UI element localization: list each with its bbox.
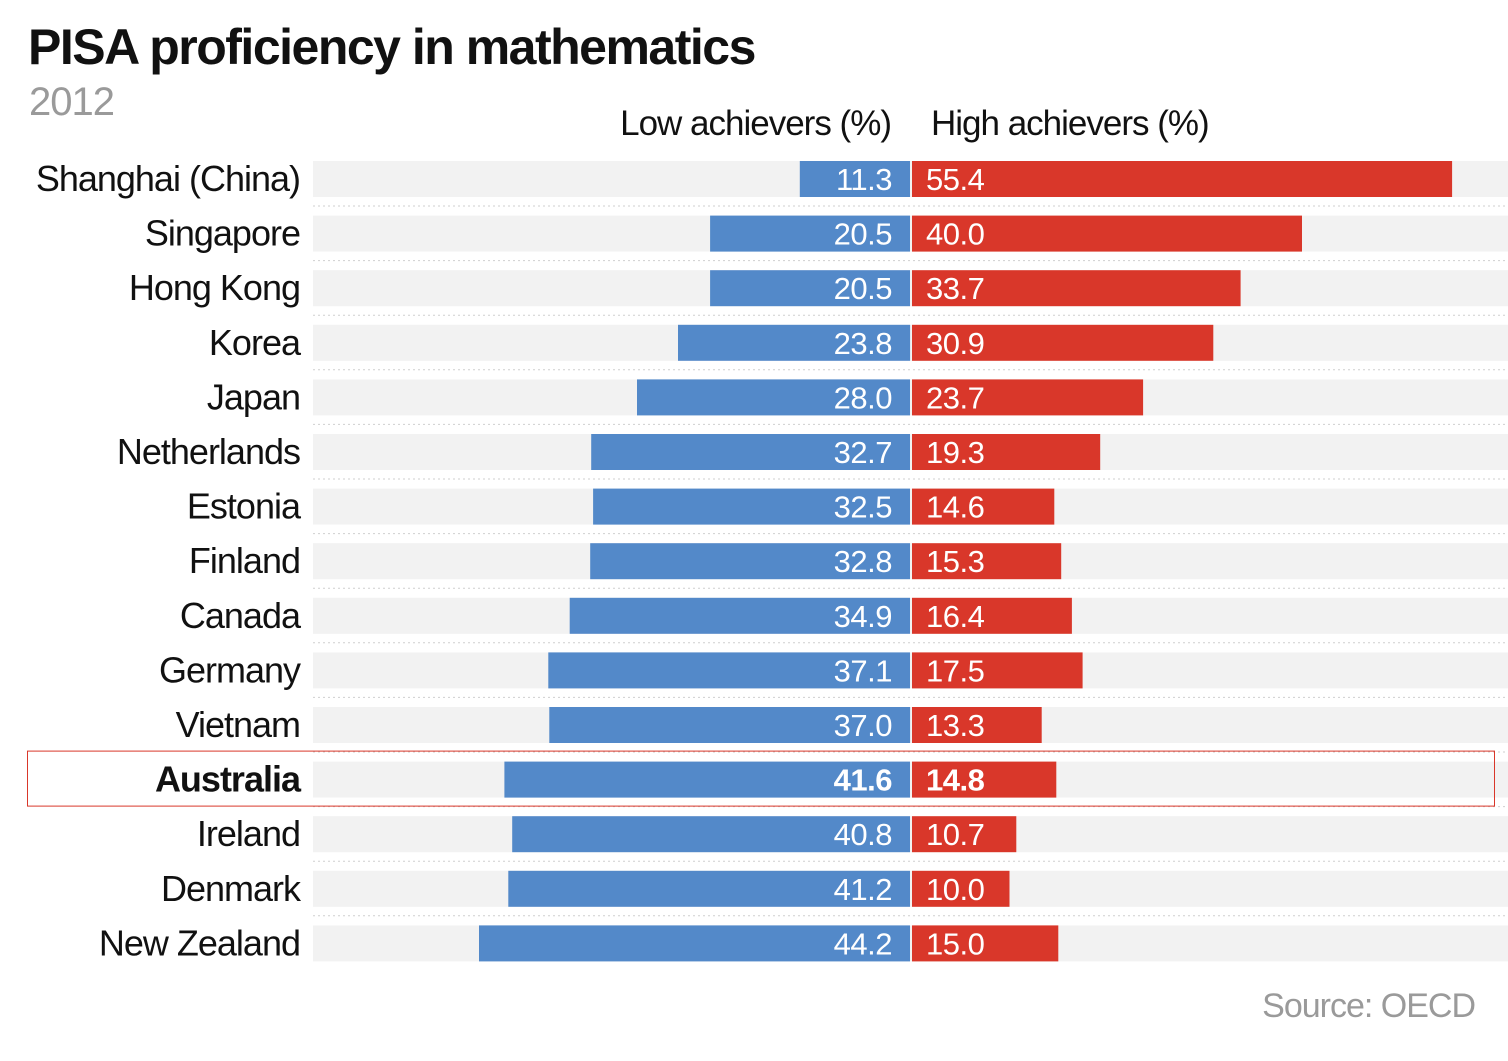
row-track-canada — [313, 597, 1508, 634]
low-bar-finland — [590, 543, 910, 580]
high-value-label: 40.0 — [926, 217, 985, 252]
high-bar-vietnam — [912, 707, 1042, 743]
row-track-denmark — [313, 870, 1508, 907]
low-value-label: 37.1 — [834, 653, 892, 688]
low-value-label: 40.8 — [834, 817, 892, 852]
high-bar-ireland — [912, 816, 1017, 853]
high-bar-shanghai-china — [912, 161, 1453, 197]
high-bar-new-zealand — [912, 925, 1059, 962]
country-label: Germany — [159, 649, 301, 690]
high-value-label: 23.7 — [926, 380, 984, 415]
country-label: Shanghai (China) — [36, 158, 300, 199]
low-value-label: 20.5 — [834, 217, 892, 252]
high-bar-japan — [912, 379, 1144, 416]
high-value-label: 16.4 — [926, 599, 985, 634]
high-bar-netherlands — [912, 434, 1101, 470]
high-value-label: 15.3 — [926, 544, 984, 579]
low-value-label: 23.8 — [834, 326, 892, 361]
low-value-label: 28.0 — [834, 380, 893, 415]
low-value-label: 32.7 — [834, 435, 892, 470]
low-bar-australia — [504, 761, 910, 798]
chart-title: PISA proficiency in mathematics — [28, 19, 756, 75]
low-bar-canada — [569, 597, 910, 634]
high-bar-finland — [912, 543, 1062, 580]
high-bar-denmark — [912, 870, 1010, 907]
high-value-label: 14.6 — [926, 490, 984, 525]
high-value-label: 19.3 — [926, 435, 984, 470]
country-label: Singapore — [145, 213, 300, 254]
row-track-finland — [313, 543, 1508, 580]
row-track-netherlands — [313, 434, 1508, 470]
high-bar-korea — [912, 324, 1214, 361]
country-label: Australia — [155, 759, 302, 800]
high-value-label: 10.7 — [926, 817, 984, 852]
high-value-label: 55.4 — [926, 162, 985, 197]
high-value-label: 17.5 — [926, 653, 984, 688]
low-bar-korea — [678, 324, 911, 361]
high-value-label: 10.0 — [926, 872, 985, 907]
source-note: Source: OECD — [1262, 987, 1476, 1025]
high-value-label: 13.3 — [926, 708, 984, 743]
low-bar-netherlands — [591, 434, 910, 470]
low-value-label: 37.0 — [834, 708, 893, 743]
low-value-label: 41.6 — [834, 763, 893, 798]
high-value-label: 30.9 — [926, 326, 984, 361]
row-track-hong-kong — [313, 270, 1508, 307]
country-label: New Zealand — [99, 922, 300, 963]
row-track-germany — [313, 652, 1508, 689]
high-value-label: 14.8 — [926, 763, 985, 798]
country-label: Vietnam — [176, 704, 300, 745]
low-bar-vietnam — [549, 707, 911, 743]
low-value-label: 41.2 — [834, 872, 892, 907]
low-bar-hong-kong — [710, 270, 910, 307]
high-achievers-header: High achievers (%) — [931, 104, 1210, 143]
low-achievers-header: Low achievers (%) — [620, 104, 892, 143]
high-bar-australia — [912, 761, 1057, 798]
row-track-japan — [313, 379, 1508, 416]
low-bar-japan — [637, 379, 910, 416]
highlight-box — [27, 750, 1495, 807]
low-bar-ireland — [512, 816, 910, 853]
low-value-label: 20.5 — [834, 271, 892, 306]
high-value-label: 33.7 — [926, 271, 984, 306]
low-bar-shanghai-china — [799, 161, 910, 197]
high-bar-estonia — [912, 488, 1055, 525]
country-label: Hong Kong — [129, 267, 300, 308]
low-bar-germany — [548, 652, 910, 689]
high-bar-hong-kong — [912, 270, 1241, 307]
low-value-label: 32.5 — [834, 490, 892, 525]
country-label: Ireland — [197, 813, 300, 854]
low-bar-estonia — [593, 488, 910, 525]
row-track-ireland — [313, 816, 1508, 853]
country-label: Netherlands — [117, 431, 300, 472]
low-value-label: 32.8 — [834, 544, 892, 579]
country-label: Estonia — [187, 486, 302, 527]
country-label: Korea — [209, 322, 302, 363]
low-bar-singapore — [710, 215, 910, 252]
low-value-label: 11.3 — [836, 162, 892, 197]
country-label: Finland — [189, 540, 300, 581]
high-value-label: 15.0 — [926, 926, 985, 961]
low-bar-new-zealand — [479, 925, 910, 962]
low-value-label: 44.2 — [834, 926, 892, 961]
low-value-label: 34.9 — [834, 599, 892, 634]
row-track-australia — [313, 761, 1508, 798]
high-bar-canada — [912, 597, 1072, 634]
row-track-estonia — [313, 488, 1508, 525]
row-track-korea — [313, 324, 1508, 361]
row-track-singapore — [313, 215, 1508, 252]
high-bar-germany — [912, 652, 1083, 689]
country-label: Denmark — [161, 868, 302, 909]
row-track-vietnam — [313, 707, 1508, 743]
chart-subtitle: 2012 — [29, 80, 115, 124]
country-label: Japan — [207, 376, 300, 417]
low-bar-denmark — [508, 870, 910, 907]
country-label: Canada — [180, 595, 302, 636]
high-bar-singapore — [912, 215, 1302, 252]
